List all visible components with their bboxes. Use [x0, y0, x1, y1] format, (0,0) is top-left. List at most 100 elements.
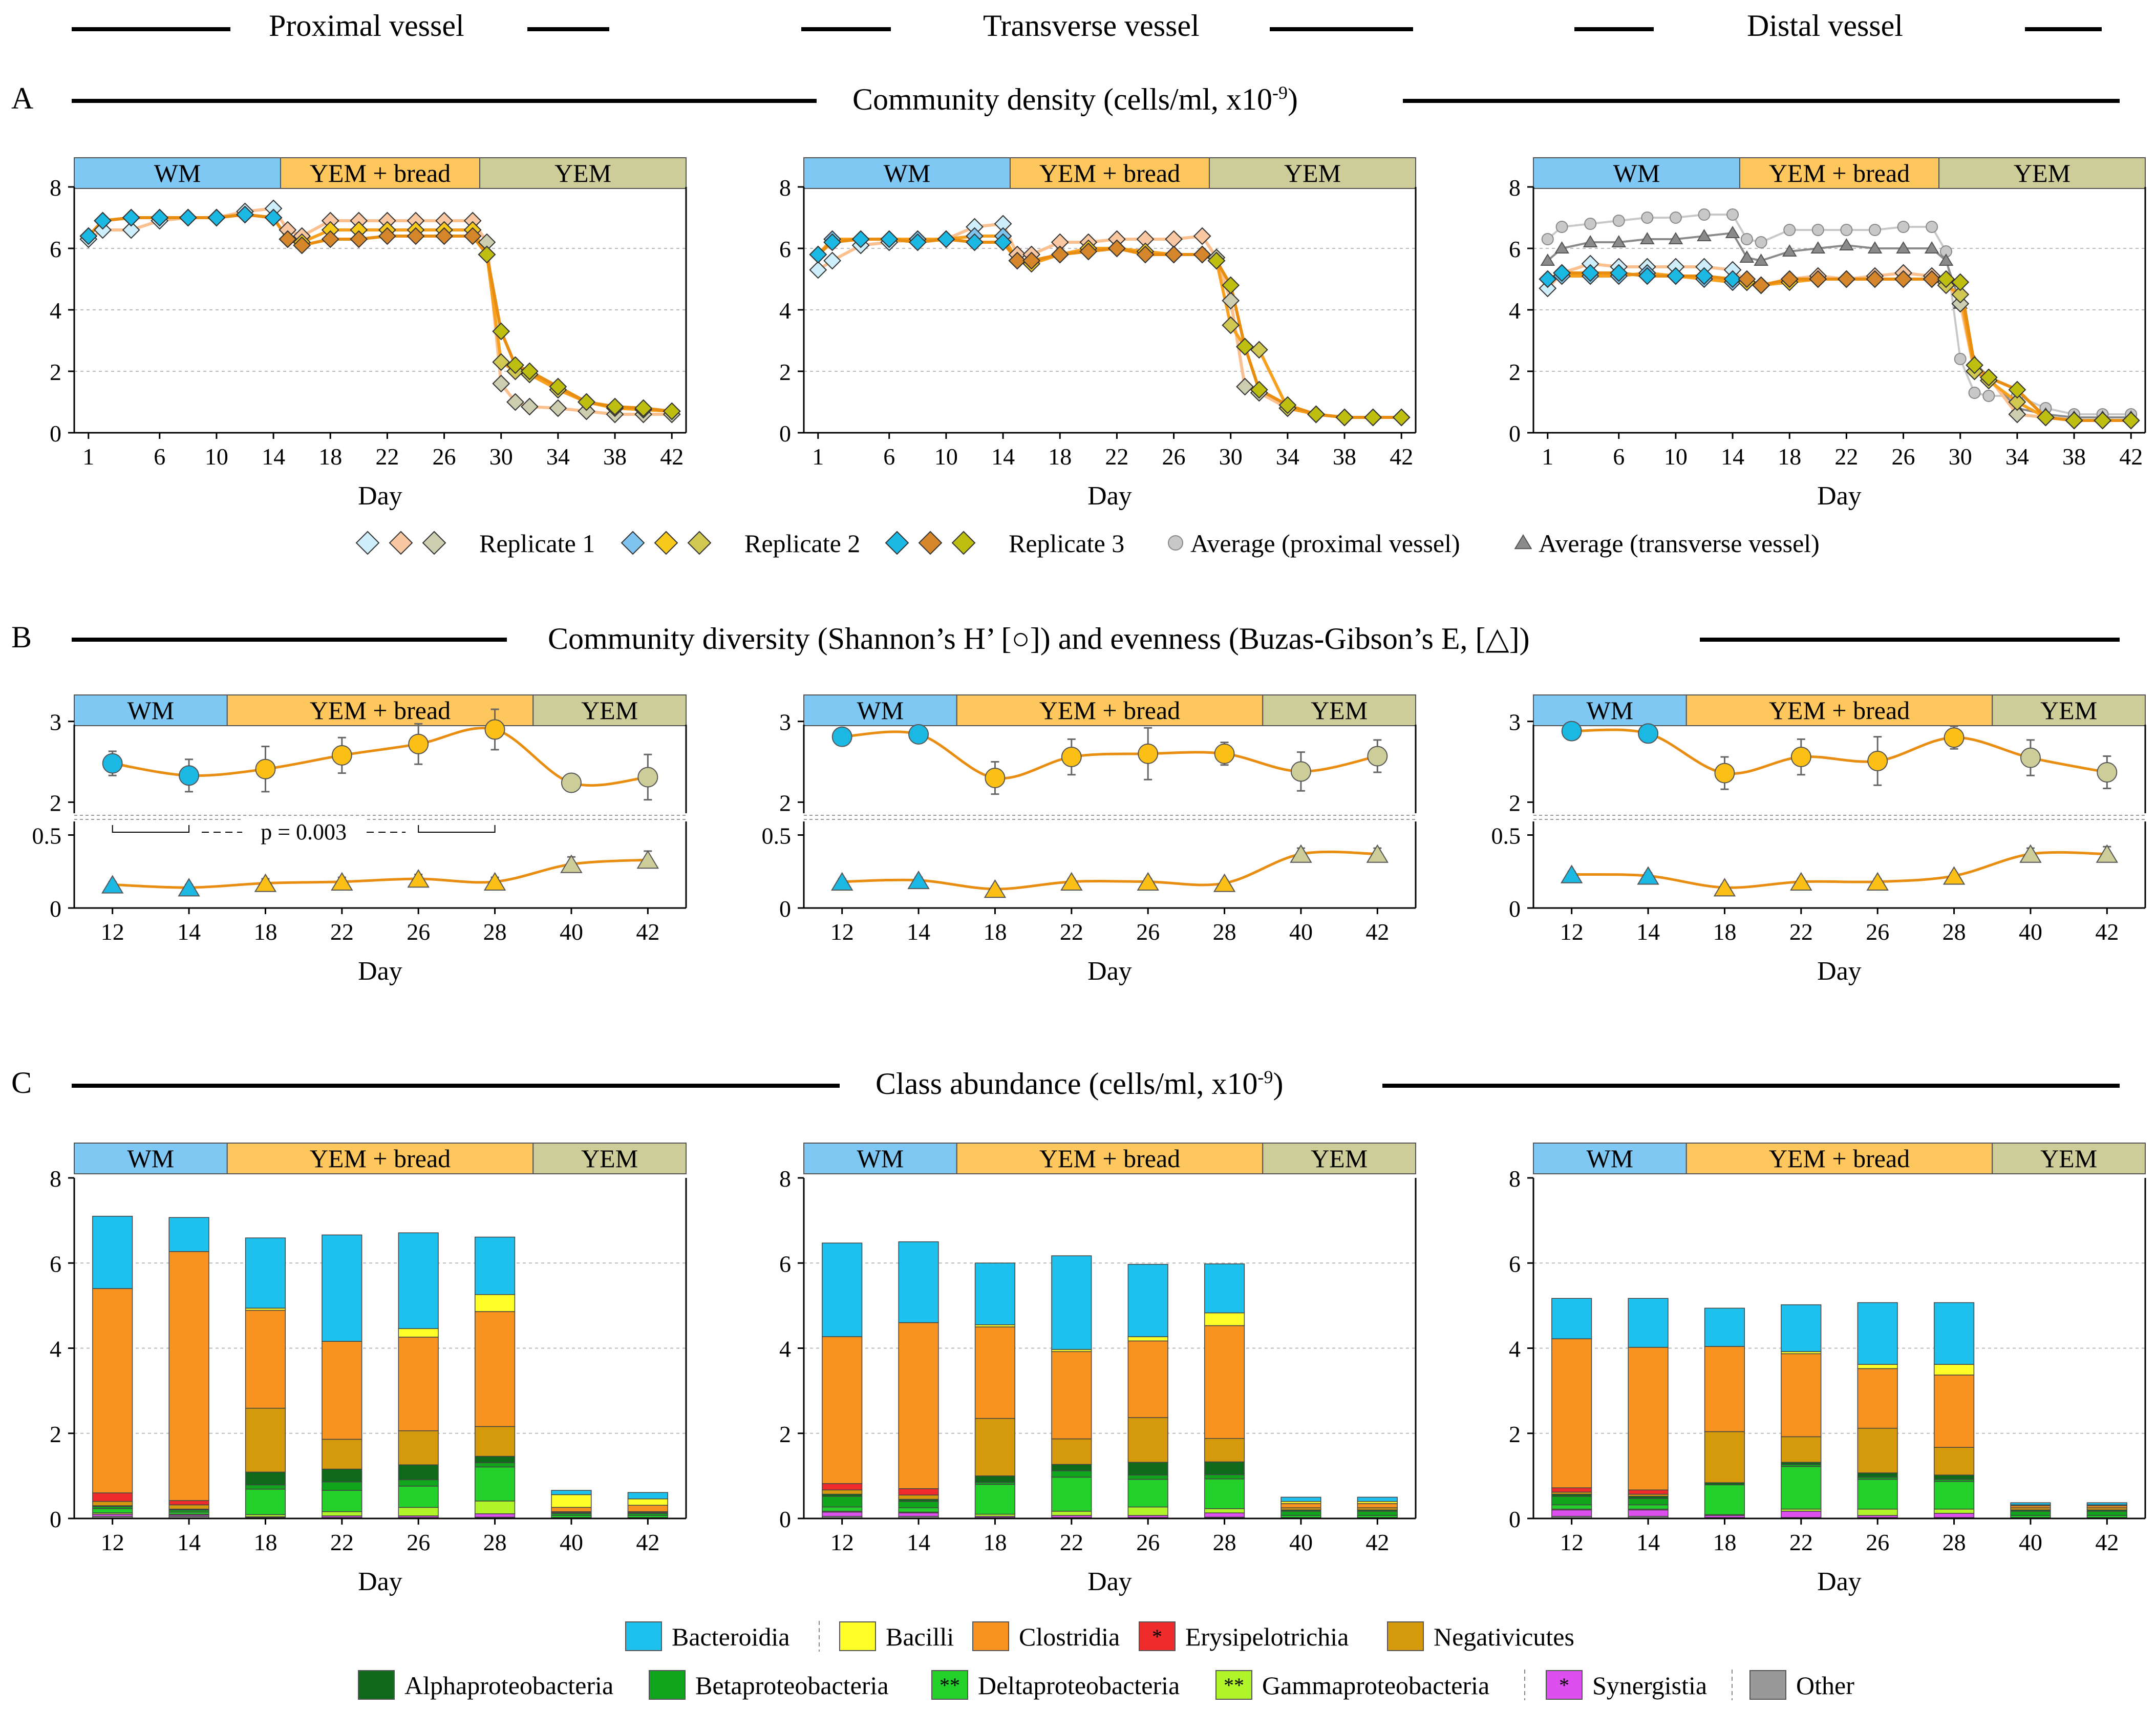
y-tick-label: 0: [50, 896, 61, 922]
legend-diamond: [355, 531, 380, 555]
y-tick-label: 3: [1509, 709, 1521, 735]
bar-segment-erysipelotrichia: [1628, 1489, 1669, 1495]
bar-segment-betaproteobacteria: [1628, 1498, 1669, 1506]
replicate-point: [1008, 251, 1027, 270]
average-proximal-point: [1740, 233, 1753, 245]
y-tick-label: 2: [1509, 790, 1521, 816]
evenness-line: [842, 850, 1378, 891]
average-proximal-point: [1541, 233, 1554, 245]
x-tick-label: 14: [1636, 919, 1660, 945]
phase-yem-label: YEM: [1284, 159, 1341, 187]
x-axis-label: Day: [1817, 1567, 1862, 1596]
legend-label: Replicate 2: [744, 529, 860, 558]
x-tick-label: 6: [154, 444, 165, 470]
bar-segment-gammaproteobacteria: [398, 1507, 439, 1516]
replicate-point: [2008, 405, 2026, 424]
bar-segment-alphaproteobacteria: [474, 1455, 516, 1463]
x-axis-label: Day: [1817, 481, 1862, 511]
phase-yem-bread-label: YEM + bread: [1769, 159, 1910, 187]
x-tick-label: 22: [1060, 919, 1083, 945]
evenness-line: [1571, 851, 2107, 889]
shannon-point: [831, 726, 852, 747]
x-tick-label: 10: [934, 444, 958, 470]
shannon-point: [331, 745, 352, 766]
bar-segment-deltaproteobacteria: [898, 1507, 939, 1513]
replicate-point: [1539, 270, 1557, 288]
average-proximal-point: [1783, 224, 1796, 236]
replicate-point: [1752, 276, 1770, 294]
x-tick-label: 28: [1213, 1529, 1236, 1555]
bar-segment-clostridia: [474, 1311, 516, 1427]
average-transverse-point: [1938, 254, 1954, 266]
legend-swatch: [358, 1670, 395, 1700]
bar-segment-betaproteobacteria: [398, 1479, 439, 1487]
phase-wm: [74, 157, 281, 189]
x-tick-label: 30: [489, 444, 513, 470]
x-tick-label: 18: [983, 919, 1007, 945]
bar-segment-bacteroidia: [2010, 1502, 2051, 1506]
shannon-point: [1138, 743, 1159, 764]
legend-label: Replicate 3: [1009, 529, 1124, 558]
replicate-point: [1638, 267, 1656, 285]
replicate-point: [994, 233, 1012, 251]
bar-segment-bacteroidia: [822, 1242, 863, 1337]
bar-segment-bacteroidia: [398, 1232, 439, 1329]
shannon-point: [908, 724, 929, 745]
x-tick-label: 12: [1560, 1529, 1584, 1555]
replicate-point: [94, 221, 112, 239]
evenness-point: [2019, 844, 2042, 863]
x-tick-label: 14: [177, 1529, 201, 1555]
phase-wm-label: WM: [154, 159, 201, 187]
y-tick-label: 0.5: [1491, 823, 1521, 849]
bar-segment-alphaproteobacteria: [974, 1475, 1016, 1483]
bar-segment-clostridia: [551, 1507, 592, 1512]
bar-segment-clostridia: [1051, 1351, 1092, 1440]
legend-density: Replicate 1 Replicate 2 Replicate 3 Average…: [355, 529, 1820, 558]
phase-wm-label: WM: [884, 159, 931, 187]
bar-segment-betaproteobacteria: [2086, 1511, 2127, 1516]
replicate-point: [1250, 341, 1268, 359]
replicate-line: [88, 206, 672, 416]
replicate-point: [606, 397, 624, 416]
average-transverse-point: [1896, 241, 1911, 254]
replicate-point: [1051, 245, 1069, 264]
bar-segment-bacilli: [1857, 1364, 1898, 1369]
x-tick-label: 12: [101, 1529, 124, 1555]
density-chart-2: WM YEM + bread YEM 0 2 4 6 8 1 6 10 14 18 22 26 30 34 38 4…: [1509, 157, 2146, 511]
legend-label: Bacteroidia: [672, 1622, 789, 1651]
bar-segment-clostridia: [822, 1336, 863, 1484]
x-tick-label: 12: [1560, 919, 1584, 945]
legend-mark: *: [1152, 1625, 1162, 1648]
legend-label: Replicate 1: [479, 529, 595, 558]
legend-label: Alphaproteobacteria: [404, 1671, 613, 1700]
y-tick-label: 4: [50, 298, 61, 324]
legend-diamond: [422, 531, 446, 555]
phase-yem-bread-label: YEM + bread: [1039, 696, 1180, 725]
average-transverse-point: [1739, 250, 1755, 263]
x-tick-label: 22: [1060, 1529, 1083, 1555]
replicate-point: [1539, 279, 1557, 298]
shannon-point: [1214, 743, 1235, 764]
x-tick-label: 38: [1333, 444, 1356, 470]
evenness-point: [1560, 864, 1583, 883]
bar-segment-negativicutes: [1933, 1447, 1975, 1475]
replicate-point: [2008, 381, 2026, 399]
replicate-point: [279, 230, 297, 248]
shannon-point: [2020, 747, 2041, 768]
shannon-point: [1290, 761, 1311, 782]
section-title-a: Community density (cells/ml, x10-9): [852, 82, 1298, 117]
replicate-point: [1951, 273, 1970, 291]
x-tick-label: 42: [660, 444, 684, 470]
bar-segment-bacilli: [551, 1494, 592, 1508]
section-title-a-exponent: -9: [1272, 82, 1288, 103]
y-tick-label: 3: [779, 709, 791, 735]
bar-segment-deltaproteobacteria: [1051, 1476, 1092, 1512]
phase-wm-label: WM: [1587, 696, 1634, 725]
bar-segment-gammaproteobacteria: [1933, 1508, 1975, 1514]
abundance-chart-0: WM YEM + bread YEM 0 2 4 6 8 12 14 18 22 26 28 40 42 Day: [50, 1143, 687, 1596]
replicate-point: [1581, 264, 1599, 282]
evenness-point: [1060, 872, 1083, 891]
bar-segment-negativicutes: [974, 1418, 1016, 1476]
y-tick-label: 8: [779, 1166, 791, 1192]
replicate-line: [817, 222, 1402, 419]
